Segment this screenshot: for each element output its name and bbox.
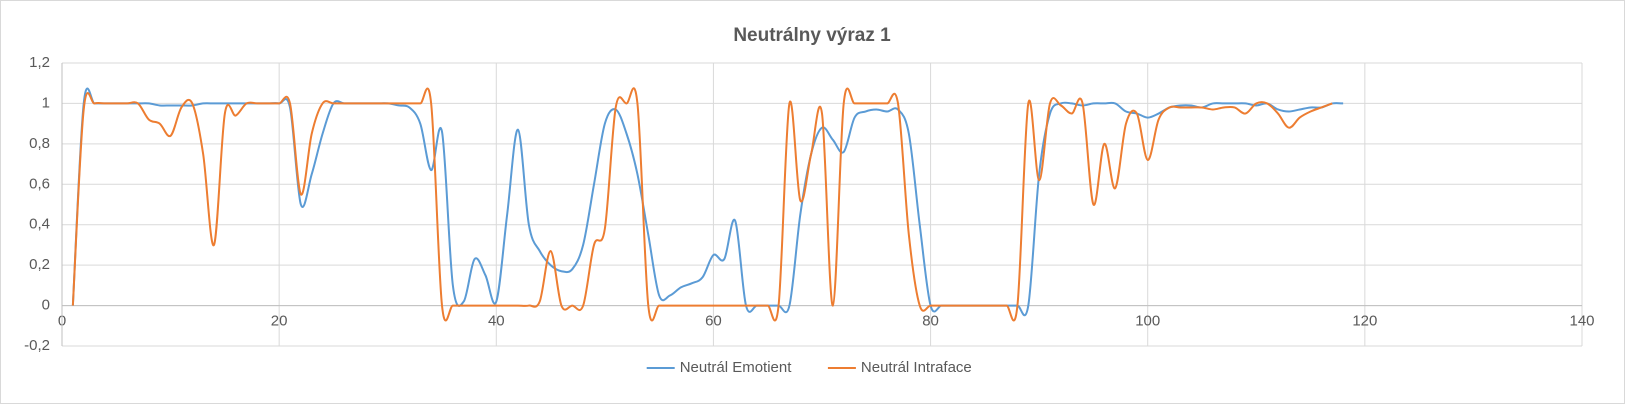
y-tick-label: 0,4 xyxy=(29,216,50,233)
x-tick-label: 20 xyxy=(271,313,288,330)
y-tick-label: 0,2 xyxy=(29,256,50,273)
y-tick-label: -0,2 xyxy=(24,337,50,354)
x-tick-label: 40 xyxy=(488,313,505,330)
chart-title: Neutrálny výraz 1 xyxy=(733,25,891,46)
y-tick-label: 0,8 xyxy=(29,135,50,152)
legend-label: Neutrál Intraface xyxy=(861,359,972,376)
x-tick-label: 140 xyxy=(1569,313,1594,330)
legend-label: Neutrál Emotient xyxy=(680,359,793,376)
y-tick-label: 0,6 xyxy=(29,175,50,192)
y-tick-label: 0 xyxy=(42,297,50,314)
y-tick-label: 1,2 xyxy=(29,54,50,71)
y-tick-label: 1 xyxy=(42,94,50,111)
x-tick-label: 120 xyxy=(1352,313,1377,330)
x-tick-label: 80 xyxy=(922,313,939,330)
x-tick-label: 60 xyxy=(705,313,722,330)
series-line xyxy=(71,87,1333,322)
x-tick-label: 100 xyxy=(1135,313,1160,330)
